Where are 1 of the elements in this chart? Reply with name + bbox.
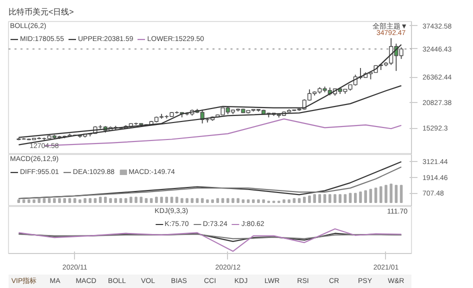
chart-title: 比特币美元<日线> xyxy=(8,8,74,16)
